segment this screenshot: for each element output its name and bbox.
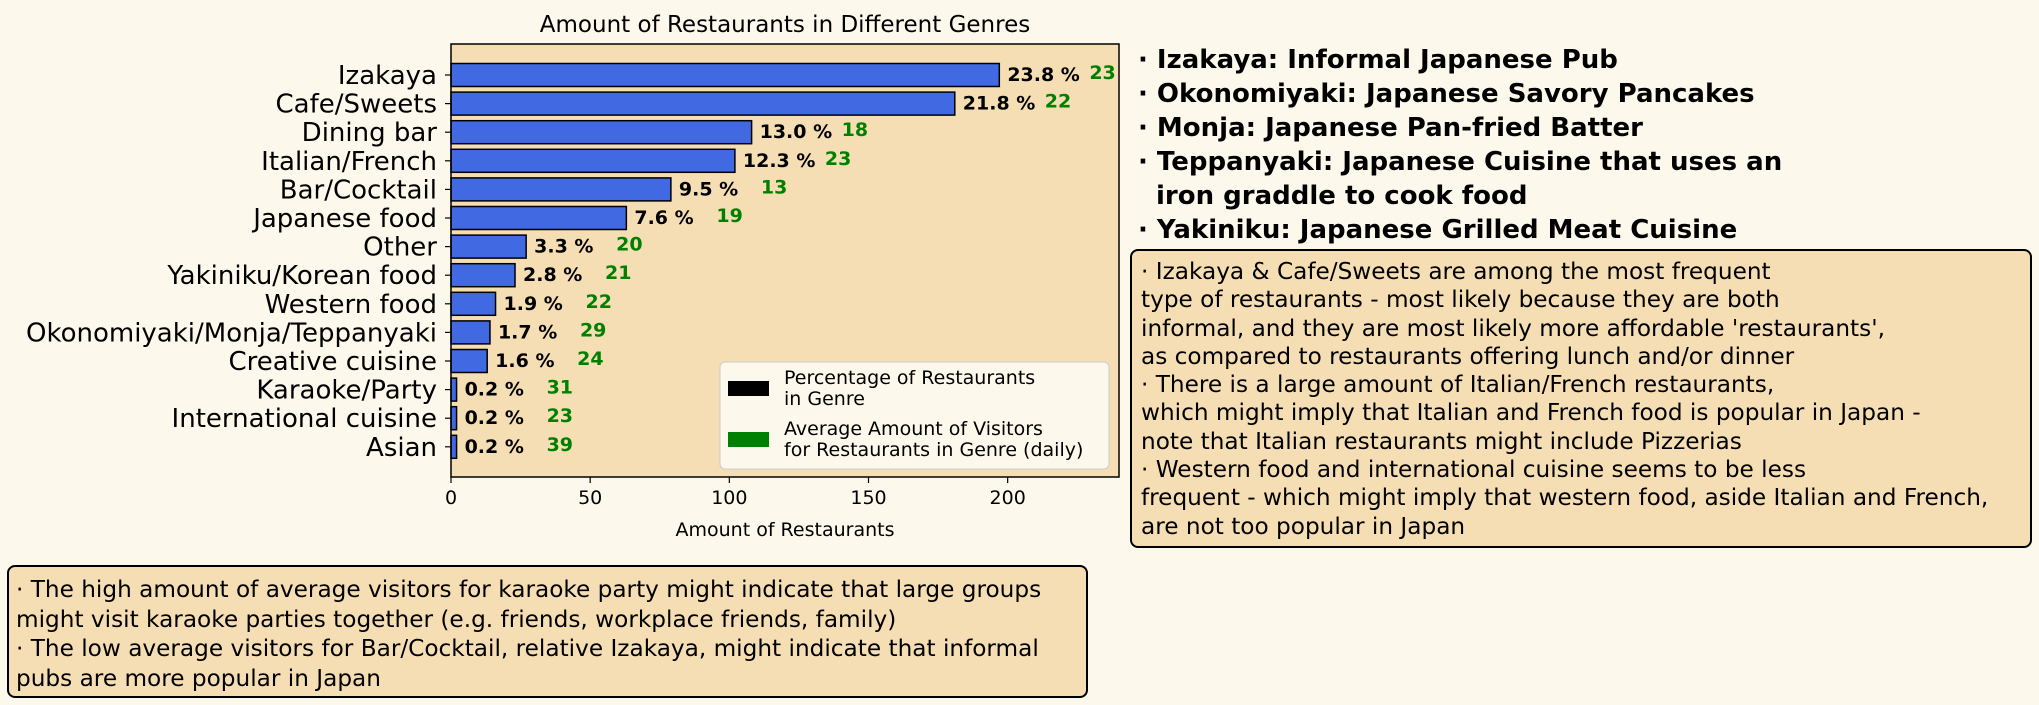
percent-data-label: 21.8 % <box>963 93 1036 115</box>
visitors-data-label: 31 <box>547 377 573 399</box>
visitors-data-label: 29 <box>580 319 606 341</box>
legend-frame <box>719 361 1110 470</box>
visitors-data-label: 13 <box>761 176 787 198</box>
percent-data-label: 12.3 % <box>743 150 816 172</box>
visitors-data-label: 39 <box>547 434 573 456</box>
bar <box>450 234 527 259</box>
x-tick-label: 50 <box>578 487 602 509</box>
percent-data-label: 1.7 % <box>498 321 557 343</box>
bar <box>450 320 491 345</box>
note-line: are not too popular in Japan <box>1141 512 1466 540</box>
y-tick-label: Japanese food <box>251 204 437 234</box>
legend-swatch <box>728 432 769 447</box>
percent-data-label: 0.2 % <box>465 407 524 429</box>
percent-data-label: 9.5 % <box>679 178 738 200</box>
plot-frame <box>450 43 1120 478</box>
percent-data-label: 7.6 % <box>634 207 693 229</box>
visitors-data-label: 23 <box>825 148 851 170</box>
bar <box>450 262 516 288</box>
x-tick-label: 200 <box>990 487 1026 509</box>
percent-data-label: 2.8 % <box>523 264 582 286</box>
note-line: · Izakaya & Cafe/Sweets are among the mo… <box>1141 258 1771 285</box>
note-line: · Western food and international cuisine… <box>1141 456 1807 484</box>
y-tick-label: Okonomiyaki/Monja/Teppanyaki <box>26 318 437 348</box>
bar <box>450 205 628 231</box>
y-tick-label: International cuisine <box>172 404 437 434</box>
x-tick-label: 0 <box>445 487 457 509</box>
y-tick-label: Dining bar <box>302 118 438 148</box>
bar <box>450 148 736 174</box>
glossary-item: · Izakaya: Informal Japanese Pub <box>1138 45 1618 75</box>
note-line: type of restaurants - most likely becaus… <box>1141 286 1780 314</box>
chart-title: Amount of Restaurants in Different Genre… <box>540 12 1030 38</box>
visitors-data-label: 22 <box>1045 91 1071 113</box>
y-tick-label: Asian <box>366 433 437 463</box>
note-line: note that Italian restaurants might incl… <box>1141 427 1742 455</box>
y-tick-label: Western food <box>265 290 437 320</box>
visitors-data-label: 21 <box>605 262 631 284</box>
note-line: which might imply that Italian and Frenc… <box>1141 399 1921 427</box>
y-tick-label: Cafe/Sweets <box>276 90 438 120</box>
x-tick-label: 100 <box>711 487 747 509</box>
percent-data-label: 1.9 % <box>504 293 563 315</box>
note-line: might visit karaoke parties together (e.… <box>16 605 897 633</box>
bar <box>450 291 497 317</box>
note-line: informal, and they are most likely more … <box>1141 314 1885 342</box>
glossary-item: · Monja: Japanese Pan-fried Batter <box>1138 113 1643 143</box>
legend-label: Average Amount of Visitors <box>784 418 1043 440</box>
visitors-note-box: · The high amount of average visitors fo… <box>7 565 1088 698</box>
note-line: pubs are more popular in Japan <box>16 664 381 692</box>
glossary-item: · Yakiniku: Japanese Grilled Meat Cuisin… <box>1138 215 1738 245</box>
visitors-data-label: 20 <box>616 234 642 256</box>
note-line: · The low average visitors for Bar/Cockt… <box>16 635 1039 662</box>
percent-data-label: 0.2 % <box>465 436 524 458</box>
y-tick-label: Izakaya <box>338 61 437 91</box>
glossary-item: · Teppanyaki: Japanese Cuisine that uses… <box>1138 147 1783 177</box>
percent-data-label: 0.2 % <box>465 379 524 401</box>
y-tick-label: Bar/Cocktail <box>280 175 437 205</box>
note-line: as compared to restaurants offering lunc… <box>1141 342 1795 370</box>
visitors-data-label: 18 <box>842 119 868 141</box>
legend-label: in Genre <box>784 388 865 410</box>
y-tick-label: Yakiniku/Korean food <box>166 261 437 291</box>
visitors-data-label: 22 <box>586 291 612 313</box>
note-line: · There is a large amount of Italian/Fre… <box>1141 371 1775 399</box>
percent-data-label: 13.0 % <box>760 121 833 143</box>
glossary-item: iron graddle to cook food <box>1156 181 1528 211</box>
legend-label: for Restaurants in Genre (daily) <box>784 439 1083 461</box>
visitors-data-label: 24 <box>577 348 603 370</box>
visitors-data-label: 23 <box>547 405 573 427</box>
y-tick-label: Italian/French <box>261 147 437 177</box>
percent-data-label: 3.3 % <box>534 236 593 258</box>
bar <box>450 91 956 116</box>
bar <box>450 434 458 460</box>
percent-data-label: 23.8 % <box>1007 64 1080 86</box>
y-tick-label: Creative cuisine <box>228 347 437 377</box>
y-tick-label: Other <box>363 233 437 263</box>
glossary-item: · Okonomiyaki: Japanese Savory Pancakes <box>1138 79 1755 109</box>
percent-data-label: 1.6 % <box>495 350 554 372</box>
bar <box>450 177 672 202</box>
insights-note-box: · Izakaya & Cafe/Sweets are among the mo… <box>1130 249 2032 548</box>
legend-swatch <box>728 381 769 396</box>
legend-label: Percentage of Restaurants <box>784 367 1035 389</box>
y-tick-label: Karaoke/Party <box>256 376 437 406</box>
bar <box>450 405 458 431</box>
bar <box>450 348 488 374</box>
visitors-data-label: 19 <box>716 205 742 227</box>
bar <box>450 377 458 402</box>
bar <box>450 62 1001 88</box>
note-line: frequent - which might imply that wester… <box>1141 484 1989 512</box>
bar <box>450 119 753 145</box>
x-tick-label: 150 <box>850 487 886 509</box>
genre-glossary: · Izakaya: Informal Japanese Pub · Okono… <box>1138 43 1782 247</box>
x-axis-label: Amount of Restaurants <box>676 519 895 541</box>
note-line: · The high amount of average visitors fo… <box>16 576 1042 603</box>
visitors-data-label: 23 <box>1089 62 1115 84</box>
